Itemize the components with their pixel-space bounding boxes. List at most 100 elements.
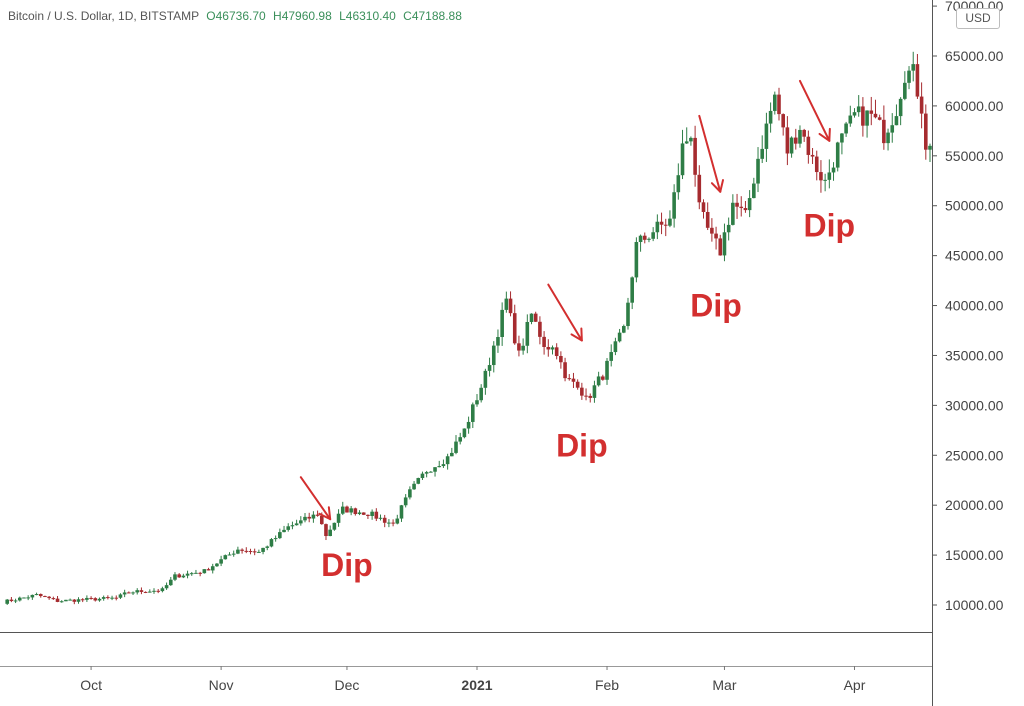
candle [110,595,114,601]
candle-body [873,113,878,118]
candle [374,508,379,522]
candle [508,291,513,317]
candle [512,304,517,345]
candle [793,128,798,150]
candle-body [252,551,257,553]
candle [273,535,278,542]
candle [51,596,56,600]
candle-body [374,511,379,519]
candle [303,513,307,523]
candle-body [34,594,39,596]
candle [433,467,437,477]
candle-body [110,597,114,599]
candle-body [173,574,177,580]
dip-arrow-shaft [299,476,332,521]
candle [307,512,312,523]
candle-body [336,513,341,523]
candle-body [76,599,81,602]
candle [324,523,328,541]
candle-body [185,573,190,576]
candle [911,51,916,82]
candle-body [395,518,400,524]
candle [244,547,249,554]
candle [903,71,907,101]
candle [546,339,551,357]
candle [30,594,35,600]
candle-body [554,347,559,357]
candle-body [613,341,618,353]
candle-body [227,554,232,556]
dip-label: Dip [321,547,373,583]
candle-body [403,497,408,506]
candle-body [80,599,85,601]
candle-body [852,112,857,116]
candle [496,329,500,353]
candle [223,554,228,560]
candle [9,596,14,603]
candle [299,516,303,526]
candle-body [148,591,152,593]
candle-body [278,532,282,539]
candle [886,128,890,151]
candle [17,596,22,602]
candle-body [332,522,337,530]
candle-body [181,575,186,578]
candle [676,163,681,200]
candle [173,572,177,582]
candle [684,127,689,144]
candle-body [160,588,165,592]
chart-legend-header: Bitcoin / U.S. Dollar, 1D, BITSTAMP O467… [8,9,462,23]
currency-badge[interactable]: USD [956,8,1000,29]
candle [693,125,697,187]
candle [93,597,98,602]
candle [856,95,861,117]
candle-body [206,569,211,571]
candle-body [567,378,572,380]
dip-label: Dip [804,208,856,244]
candle-body [810,154,815,157]
candle [231,550,236,557]
dip-arrow-shaft [798,79,831,142]
candle-body [580,387,584,396]
candle [366,514,370,519]
candle [177,573,181,578]
candle-body [139,590,144,592]
candle [131,591,135,596]
candle-body [382,517,387,523]
candle [261,547,265,555]
candle-body [286,526,291,530]
candle-body [202,569,207,574]
candle-body [378,517,383,519]
price-tick-label: 55000.00 [945,148,1004,164]
candle [626,297,630,330]
price-tick-label: 25000.00 [945,447,1004,463]
candle-body [135,590,140,593]
candle [848,105,853,127]
candle [554,343,559,360]
candle [819,160,823,193]
candle-body [756,158,760,184]
candle-body [865,110,869,126]
candle-body [257,551,261,553]
candle-body [429,471,433,473]
candle-body [68,599,72,601]
candle [907,66,911,90]
candle [731,194,735,226]
candle-body [64,599,68,602]
candle-body [550,347,555,350]
candle [550,345,555,355]
candle-body [521,345,525,351]
candle [265,545,270,551]
price-tick-label: 15000.00 [945,547,1004,563]
candle-body [663,224,668,226]
candle [13,598,18,604]
candle-body [353,508,358,515]
candle [248,548,253,555]
candle-body [307,516,312,519]
candle [357,510,362,516]
candle [290,521,295,530]
high-value: H47960.98 [273,9,332,23]
candle-body [93,598,98,601]
candle-body [483,370,488,388]
